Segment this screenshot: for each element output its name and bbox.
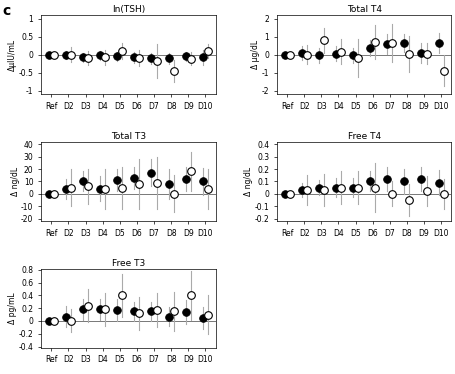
Text: c: c (2, 4, 10, 18)
Y-axis label: Δ ng/dL: Δ ng/dL (10, 167, 20, 196)
Y-axis label: ΔμIU/mL: ΔμIU/mL (8, 39, 17, 71)
Title: Total T3: Total T3 (111, 132, 146, 141)
Title: Free T4: Free T4 (347, 132, 380, 141)
Y-axis label: Δ ng/dL: Δ ng/dL (243, 167, 253, 196)
Title: Free T3: Free T3 (111, 259, 145, 268)
Title: Total T4: Total T4 (346, 5, 381, 14)
Title: ln(TSH): ln(TSH) (111, 5, 145, 14)
Y-axis label: Δ pg/mL: Δ pg/mL (8, 292, 17, 324)
Y-axis label: Δ μg/dL: Δ μg/dL (251, 40, 260, 69)
